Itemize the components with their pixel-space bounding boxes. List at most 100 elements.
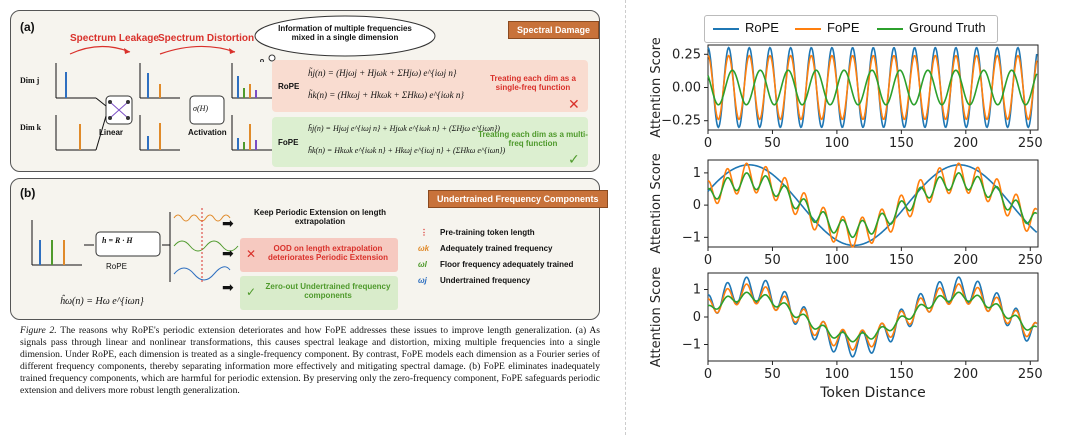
series-line-ground-truth	[707, 172, 1038, 239]
rope-eq-1: h̃j(n) = (Hjωj + Hjωk + ΣHjω) e^{iωj n}	[308, 68, 457, 78]
legend-symbol: ωl	[418, 260, 427, 269]
x-tick-label: 250	[1018, 136, 1043, 151]
x-tick-label: 150	[889, 367, 914, 382]
chart-legend: RoPE FoPE Ground Truth	[704, 15, 998, 43]
fope-equation-box	[272, 117, 588, 167]
rope-eq-label: RoPE	[278, 82, 300, 91]
legend-item: Adequately trained frequency	[440, 244, 553, 253]
arrow-right-icon: ➡	[222, 280, 234, 296]
keep-periodic-text: Keep Periodic Extension on length extrap…	[253, 208, 387, 226]
x-tick-label: 250	[1018, 367, 1043, 382]
rope-label-b: RoPE	[106, 262, 127, 271]
x-tick-label: 150	[889, 253, 914, 268]
y-tick-label: 0.00	[672, 81, 701, 96]
caption-title: Figure 2.	[20, 325, 57, 336]
y-tick-label: 1	[693, 283, 701, 298]
figure-caption: Figure 2. The reasons why RoPE's periodi…	[20, 325, 600, 397]
y-tick-label: −0.25	[661, 114, 701, 129]
x-tick-label: 150	[889, 136, 914, 151]
column-divider	[625, 0, 626, 435]
series-line-fope	[707, 54, 1038, 121]
x-tick-label: 50	[764, 136, 781, 151]
y-tick-label: 0.25	[672, 47, 701, 62]
legend-line-rope	[713, 28, 739, 30]
y-tick-label: 0	[693, 198, 701, 213]
check-icon: ✓	[568, 152, 580, 168]
x-tick-label: 200	[953, 253, 978, 268]
cross-icon: ✕	[246, 247, 257, 261]
spectrum-diagram	[55, 63, 272, 151]
arrow-right-icon: ➡	[222, 246, 234, 262]
panel-a-label: (a)	[20, 20, 35, 34]
x-tick-label: 100	[824, 136, 849, 151]
ood-box	[240, 238, 398, 272]
y-axis-label: Attention Score	[649, 267, 664, 368]
series-line-ground-truth	[707, 69, 1038, 106]
x-tick-label: 200	[953, 367, 978, 382]
legend-item: Pre-training token length	[440, 228, 535, 237]
legend-rope: RoPE	[745, 20, 779, 35]
panel-b-label: (b)	[20, 186, 36, 200]
y-tick-label: −1	[682, 338, 701, 353]
rope-eq-2: h̃k(n) = (Hkωj + Hkωk + ΣHkω) e^{iωk n}	[308, 90, 464, 100]
frequency-diagram	[31, 208, 239, 284]
cloud-text: Information of multiple frequencies mixe…	[278, 24, 412, 42]
series-line-rope	[707, 164, 1038, 247]
linear-label: Linear	[99, 128, 124, 137]
arrow-right-icon: ➡	[222, 216, 234, 232]
series-line-fope	[707, 162, 1038, 248]
rope-note: Treating each dim as a single-freq funct…	[490, 74, 576, 92]
x-tick-label: 100	[824, 367, 849, 382]
fope-eq-label: FoPE	[278, 138, 299, 147]
legend-symbol: ⋮	[420, 228, 428, 237]
undertrained-tag: Undertrained Frequency Components	[428, 190, 608, 208]
x-tick-label: 200	[953, 136, 978, 151]
x-tick-label: 0	[704, 253, 712, 268]
h-equation: h = R · H	[102, 236, 133, 245]
legend-fope: FoPE	[827, 20, 860, 35]
legend-symbol: ωk	[418, 244, 430, 253]
legend-line-fope	[795, 28, 821, 30]
x-axis-label: Token Distance	[819, 385, 926, 401]
zero-out-text: Zero-out Undertrained frequency componen…	[265, 282, 391, 300]
sigma-label: σ(H)	[193, 104, 209, 113]
ood-text: OOD on length extrapolation deteriorates…	[267, 244, 389, 262]
x-tick-label: 250	[1018, 253, 1043, 268]
x-tick-label: 50	[764, 367, 781, 382]
legend-item: Floor frequency adequately trained	[440, 260, 574, 269]
dim-j-label: Dim j	[20, 76, 40, 85]
thought-cloud	[254, 15, 436, 62]
legend-line-ground-truth	[877, 28, 903, 30]
y-tick-label: −1	[682, 230, 701, 245]
fope-note: Treating each dim as a multi-freq functi…	[478, 130, 588, 148]
fope-eq-2: h̃k(n) = Hkωk e^{iωk n} + Hkωj e^{iωj n}…	[308, 146, 506, 155]
spectrum-leakage-title: Spectrum Leakage	[70, 33, 159, 44]
spectral-damage-tag: Spectral Damage	[508, 21, 600, 39]
x-tick-label: 100	[824, 253, 849, 268]
legend-item: Undertrained frequency	[440, 276, 531, 285]
spectrum-distortion-title: Spectrum Distortion	[158, 33, 255, 44]
zero-out-box	[240, 276, 398, 310]
y-axis-label: Attention Score	[649, 37, 664, 138]
x-tick-label: 50	[764, 253, 781, 268]
series-line-fope	[707, 283, 1038, 351]
x-tick-label: 0	[704, 136, 712, 151]
plot-frame	[707, 272, 1039, 362]
caption-body: The reasons why RoPE's periodic extensio…	[20, 325, 600, 396]
dim-k-label: Dim k	[20, 123, 42, 132]
bottom-equation: ĥω(n) = Hω e^{iωn}	[60, 296, 144, 307]
activation-label: Activation	[188, 128, 227, 137]
y-tick-label: 1	[693, 166, 701, 181]
rope-equation-box	[272, 60, 588, 112]
cross-icon: ✕	[568, 97, 580, 113]
fope-eq-1: h̃j(n) = Hjωj e^{iωj n} + Hjωk e^{iωk n}…	[308, 124, 500, 133]
check-icon: ✓	[246, 285, 257, 299]
y-tick-label: 0	[693, 310, 701, 325]
series-line-ground-truth	[707, 291, 1038, 343]
legend-symbol: ωj	[418, 276, 427, 285]
red-arrows	[69, 45, 236, 55]
series-line-rope	[707, 276, 1038, 358]
legend-ground-truth: Ground Truth	[909, 20, 986, 35]
y-axis-label: Attention Score	[649, 153, 664, 254]
